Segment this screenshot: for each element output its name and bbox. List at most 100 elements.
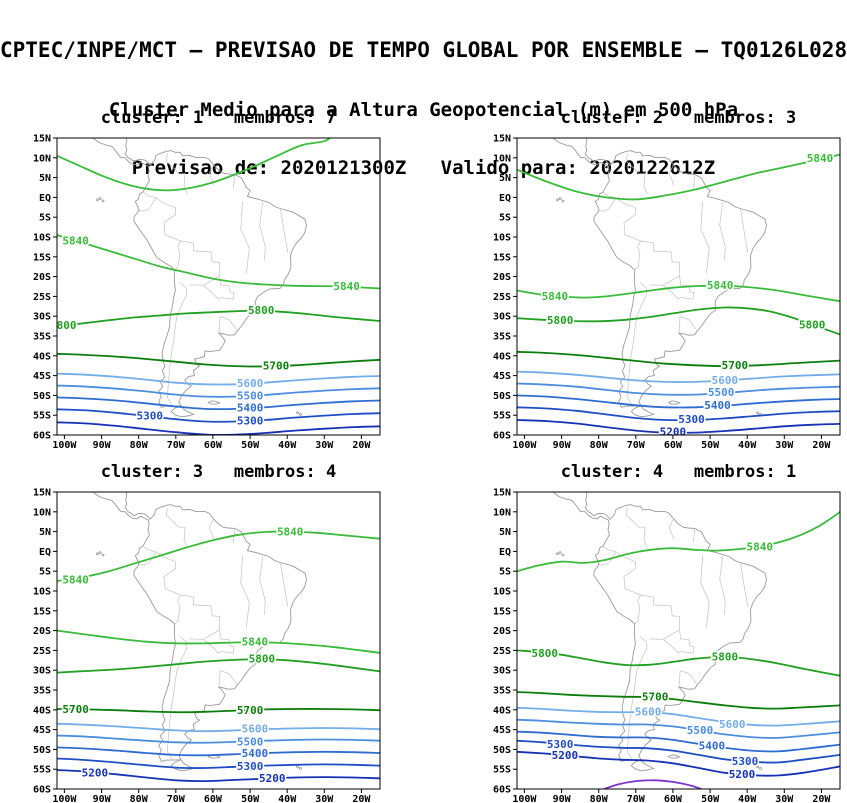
island-dot [756,765,759,769]
contour-label-5700: 5700 [263,360,290,373]
country-border [668,164,675,186]
y-axis-label: 40S [33,705,51,716]
x-axis-label: 70W [627,440,646,451]
x-axis-label: 80W [590,440,609,451]
y-axis-label: 30S [493,312,511,323]
contour-5400 [517,730,840,753]
y-axis-label: 10N [33,507,51,518]
island-dot [296,765,300,769]
x-axis-label: 40W [738,794,757,803]
island-dot [558,551,562,554]
contour-5700 [57,352,380,368]
map-frame [56,137,381,436]
contour-label-5840: 5840 [62,235,89,248]
contour-label-5500: 5500 [708,386,735,399]
y-axis-label: 5S [39,567,51,578]
island-dot [561,553,565,557]
y-axis-label: 30S [33,666,51,677]
contour-5200 [517,750,840,777]
country-border [240,555,250,628]
island-dot [299,412,302,416]
coastline [630,405,655,418]
contour-5700 [517,350,840,368]
country-border [166,507,188,549]
x-axis-label: 80W [590,794,609,803]
x-axis-label: 60W [204,440,223,451]
contour-label-5800: 5800 [249,653,276,666]
country-border [626,507,648,549]
contour-5840 [57,138,332,192]
country-border [166,636,188,761]
country-border [259,556,266,615]
island-dot [96,552,99,556]
y-axis-label: 40S [493,351,511,362]
country-border [280,562,289,607]
country-border [626,282,648,407]
coastline [92,492,307,762]
island-dot [299,767,302,770]
contour-5840 [517,284,840,303]
country-border [180,594,220,630]
contour-5400 [57,396,380,411]
contour-label-5400: 5400 [699,739,726,752]
y-axis-label: 35S [33,332,51,343]
y-axis-label: EQ [39,193,51,204]
x-axis-label: 60W [204,794,223,803]
contour-label-5840: 5840 [807,152,834,165]
country-border [163,222,182,271]
y-axis-label: 10S [493,233,511,244]
y-axis-label: 40S [493,705,511,716]
cluster-panel-2: cluster: 2 membros: 3 5840 5840 5840 5800 580… [493,108,841,451]
y-axis-label: 20S [493,272,511,283]
y-axis-label: 10N [33,153,51,164]
country-border [719,202,726,261]
country-border [623,576,642,625]
contour-5840 [517,511,840,573]
contour-label-5840: 5840 [747,541,774,554]
x-axis-label: 40W [278,440,297,451]
country-border [240,201,250,274]
cluster-panel-3: cluster: 3 membros: 4 5840 5840 5840 5800 570… [33,462,381,803]
contour-label-5200: 5200 [552,749,579,762]
x-axis-label: 70W [167,440,186,451]
x-axis-label: 50W [241,440,260,451]
y-axis-label: 10N [493,507,511,518]
y-axis-label: 5S [39,213,51,224]
contour-label-5800: 5800 [712,651,739,664]
contour-5500 [57,384,380,398]
y-axis-label: 10N [493,153,511,164]
contour-label-5200: 5200 [729,768,756,781]
y-axis-label: 10S [33,233,51,244]
island-dot [556,198,559,202]
coastline [170,405,195,418]
country-border [740,562,749,607]
contour-5500 [517,718,840,739]
contour-5600 [517,370,840,383]
x-axis-label: 90W [553,794,572,803]
contour-5700 [517,691,840,710]
panel-title: cluster: 2 membros: 3 [561,108,796,128]
country-border [693,174,696,189]
contour-label-5700: 5700 [642,691,669,704]
x-axis-label: 20W [812,794,831,803]
y-axis-label: 5S [499,213,511,224]
contour-5840 [57,629,380,654]
country-border [163,576,182,625]
x-axis-label: 30W [775,794,794,803]
contour-label-5300: 5300 [732,755,759,768]
contour-label-5800: 5800 [50,319,77,332]
y-axis-label: 30S [33,312,51,323]
contour-label-5500: 5500 [237,735,264,748]
y-axis-label: 45S [493,371,511,382]
contour-label-5200: 5200 [82,766,109,779]
coastline [667,754,681,759]
x-axis-label: 20W [352,440,371,451]
x-axis-label: 50W [241,794,260,803]
island-dot [96,198,99,202]
contour-label-5840: 5840 [707,279,734,292]
x-axis-label: 100W [52,794,77,803]
cluster-panel-4: cluster: 4 membros: 1 5840 5800 5800 5700 560… [493,462,841,803]
country-border [678,670,698,687]
x-axis-label: 60W [664,440,683,451]
contour-5800 [57,309,380,327]
